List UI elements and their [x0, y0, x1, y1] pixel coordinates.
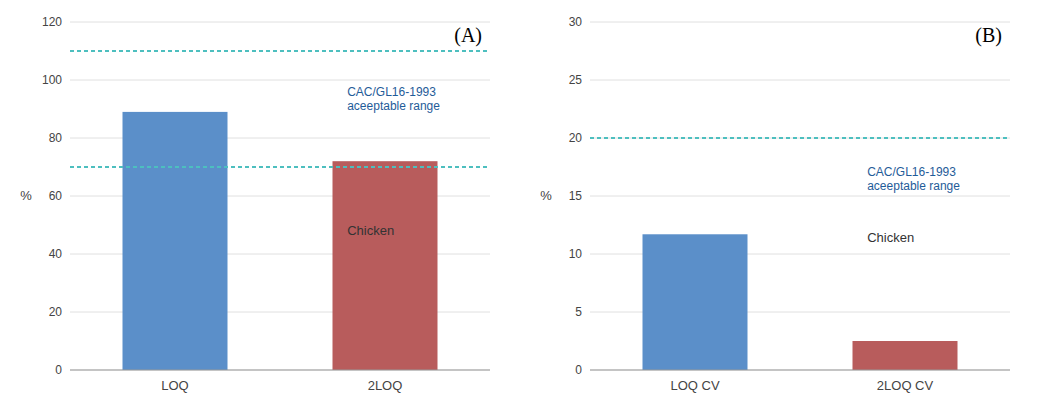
tick-label: 20: [49, 305, 63, 319]
grid-line: [70, 22, 490, 23]
tick-label: LOQ: [161, 378, 188, 393]
reference-line: [70, 166, 490, 168]
tick-label: 30: [569, 15, 583, 29]
tick-label: 5: [575, 305, 582, 319]
axis-label: %: [540, 188, 552, 203]
tick-label: 120: [42, 15, 62, 29]
grid-line: [590, 370, 1010, 371]
panel: 0 20 40 60 80 100 120% LOQ 2LOQ (A) CAC/GL16-1993a…: [20, 15, 490, 393]
bar: [643, 234, 748, 370]
plot-area: [70, 51, 490, 370]
tick-label: 100: [42, 73, 62, 87]
annotation: Chicken: [867, 230, 914, 245]
annotation: CAC/GL16-1993aceeptable range: [867, 165, 960, 193]
reference-line: [590, 137, 1010, 139]
x-axis-line: [590, 370, 1010, 371]
x-axis-line: [70, 370, 490, 371]
grid-line: [590, 196, 1010, 197]
panel-label: (A): [454, 24, 482, 47]
axis-label: %: [20, 188, 32, 203]
tick-label: 40: [49, 247, 63, 261]
tick-label: 25: [569, 73, 583, 87]
bar: [853, 341, 958, 370]
reference-line: [70, 50, 490, 52]
tick-label: 0: [55, 363, 62, 377]
tick-label: 80: [49, 131, 63, 145]
tick-label: 10: [569, 247, 583, 261]
bar: [123, 112, 228, 370]
tick-label: LOQ CV: [670, 378, 719, 393]
tick-label: 0: [575, 363, 582, 377]
grid-line: [590, 138, 1010, 139]
plot-area: [590, 138, 1010, 370]
tick-label: 60: [49, 189, 63, 203]
grid-line: [590, 22, 1010, 23]
tick-label: 2LOQ: [368, 378, 403, 393]
tick-label: 2LOQ CV: [877, 378, 934, 393]
figure: 020406080100120%LOQ2LOQ(A)CAC/GL16-1993a…: [0, 0, 1046, 419]
panel: 0 5 10 15 20 25 30% LOQ CV 2LOQ CV (B) CAC/GL16-19…: [540, 15, 1010, 393]
annotation: CAC/GL16-1993aceeptable range: [347, 85, 440, 113]
grid-line: [590, 80, 1010, 81]
tick-label: 20: [569, 131, 583, 145]
panel-label: (B): [975, 24, 1002, 47]
bar: [333, 161, 438, 370]
grid-line: [70, 370, 490, 371]
grid-line: [70, 80, 490, 81]
tick-label: 15: [569, 189, 583, 203]
annotation: Chicken: [347, 223, 394, 238]
